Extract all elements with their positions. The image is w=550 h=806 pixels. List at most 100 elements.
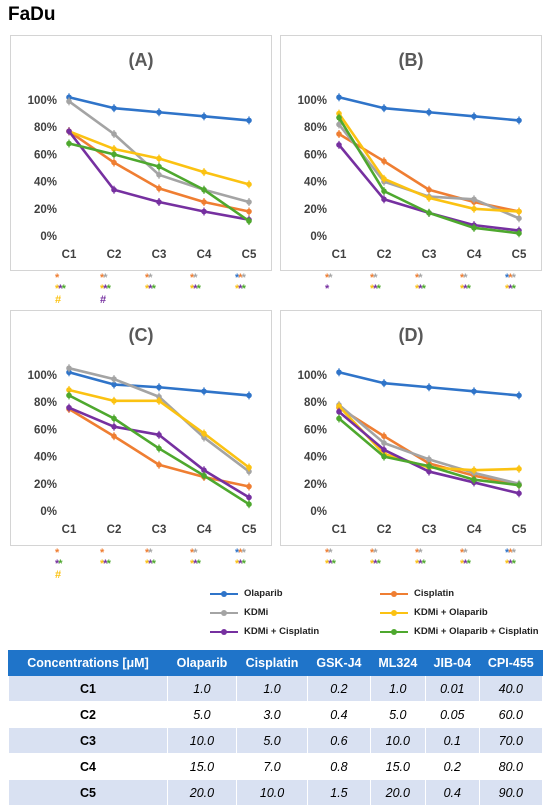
data-point-kdmi-olaparib-cisplatin	[471, 476, 477, 483]
significance-symbol: *	[463, 272, 467, 284]
data-point-kdmi-cisplatin	[156, 432, 162, 438]
data-point-olaparib	[201, 113, 207, 120]
x-tick-label: C2	[377, 524, 392, 536]
table-header: GSK-J4	[307, 650, 371, 676]
data-point-kdmi-cisplatin	[516, 490, 522, 497]
table-cell: 5.0	[167, 701, 237, 728]
table-cell: C1	[8, 675, 168, 702]
significance-symbol: *	[505, 283, 509, 295]
table-cell: 5.0	[369, 701, 426, 728]
data-point-kdmi-olaparib	[426, 195, 432, 201]
data-point-kdmi-olaparib-cisplatin	[111, 415, 117, 422]
significance-symbol: *	[145, 558, 149, 570]
significance-marker: ***	[505, 272, 516, 284]
chart-panel-a: (A) 0% 20% 40% 60% 80% 100% C1 C2 C3 C4 C5	[10, 35, 272, 271]
significance-symbol: *	[151, 283, 156, 295]
y-tick-label: 40%	[304, 177, 327, 189]
significance-symbol: *	[148, 558, 152, 570]
significance-marker: **	[460, 272, 468, 284]
x-tick-label: C3	[422, 524, 437, 536]
x-tick-label: C4	[197, 249, 212, 261]
table-cell: 0.2	[424, 753, 480, 780]
table-header: ML324	[369, 650, 426, 676]
significance-marker: ***	[55, 283, 66, 295]
data-point-olaparib	[516, 392, 522, 399]
significance-symbol: *	[190, 272, 194, 284]
x-tick-label: C1	[62, 249, 77, 261]
chart-title: (A)	[129, 50, 154, 70]
data-point-kdmi-olaparib-cisplatin	[246, 218, 252, 224]
x-tick-label: C2	[107, 249, 122, 261]
significance-symbol: *	[145, 283, 149, 295]
data-point-kdmi-olaparib-cisplatin	[516, 482, 522, 488]
significance-marker: **	[460, 547, 468, 559]
table-row: C3 10.0 5.0 0.6 10.0 0.1 70.0	[8, 727, 544, 754]
table-cell: 80.0	[478, 753, 544, 780]
y-tick-label: 60%	[34, 424, 57, 436]
significance-marker: *	[325, 283, 329, 295]
table-cell: 0.05	[424, 701, 480, 728]
significance-marker: ***	[460, 283, 471, 295]
data-point-kdmi-cisplatin	[201, 467, 207, 473]
data-point-olaparib	[381, 380, 387, 386]
significance-symbol: *	[418, 547, 422, 559]
data-point-kdmi-olaparib	[111, 398, 117, 404]
data-point-kdmi-cisplatin	[336, 408, 342, 415]
data-point-kdmi	[246, 199, 252, 205]
data-point-cisplatin	[156, 461, 162, 468]
legend-item-kdmi-olaparib: KDMi + Olaparib	[380, 607, 488, 618]
y-tick-label: 80%	[34, 397, 57, 409]
significance-symbol: *	[511, 272, 516, 284]
data-point-kdmi-cisplatin	[381, 196, 387, 203]
data-point-kdmi-olaparib	[246, 181, 252, 188]
significance-symbol: *	[190, 547, 194, 559]
data-point-cisplatin	[111, 159, 117, 166]
significance-symbol: *	[373, 283, 377, 295]
significance-marker: **	[325, 547, 333, 559]
significance-marker: *	[55, 272, 59, 284]
y-tick-label: 100%	[298, 95, 327, 107]
significance-symbol: *	[460, 558, 464, 570]
data-point-kdmi	[471, 196, 477, 203]
chart-svg-c: (C) 0% 20% 40% 60% 80% 100% C1 C2 C3 C4 C5	[28, 325, 257, 536]
significance-symbol: *	[55, 283, 59, 295]
table-cell: 10.0	[167, 727, 237, 754]
x-tick-label: C4	[467, 249, 482, 261]
significance-marker: ***	[100, 283, 111, 295]
significance-symbol: *	[55, 558, 59, 570]
significance-marker: **	[370, 547, 378, 559]
data-point-kdmi-olaparib	[381, 176, 387, 182]
data-point-kdmi-cisplatin	[111, 423, 117, 430]
significance-symbol: *	[370, 558, 374, 570]
significance-symbol: *	[418, 558, 422, 570]
x-tick-label: C5	[512, 249, 527, 261]
data-point-olaparib	[156, 384, 162, 391]
significance-marker: #	[55, 569, 61, 581]
data-point-kdmi-olaparib-cisplatin	[516, 230, 522, 237]
significance-symbol: *	[148, 547, 152, 559]
significance-marker: ***	[235, 272, 246, 284]
data-point-olaparib	[426, 384, 432, 391]
significance-symbol: *	[466, 283, 471, 295]
significance-symbol: *	[145, 272, 149, 284]
significance-symbol: *	[193, 272, 197, 284]
table-cell: 1.0	[167, 675, 237, 702]
concentration-table: Concentrations [μM] Olaparib Cisplatin G…	[8, 650, 544, 806]
data-point-cisplatin	[246, 208, 252, 215]
significance-marker: **	[190, 547, 198, 559]
significance-symbol: *	[460, 547, 464, 559]
table-cell: 15.0	[167, 753, 237, 780]
significance-symbol: *	[190, 558, 194, 570]
y-tick-label: 20%	[304, 204, 327, 216]
table-cell: 0.8	[307, 753, 371, 780]
significance-marker: ***	[235, 558, 246, 570]
significance-symbol: *	[373, 547, 377, 559]
significance-symbol: *	[103, 558, 107, 570]
y-tick-label: 60%	[34, 149, 57, 161]
significance-marker: **	[415, 272, 423, 284]
significance-symbol: *	[421, 283, 426, 295]
y-tick-label: 60%	[304, 149, 327, 161]
significance-marker: ***	[145, 283, 156, 295]
table-cell: 40.0	[478, 675, 544, 702]
data-point-olaparib	[156, 109, 162, 116]
